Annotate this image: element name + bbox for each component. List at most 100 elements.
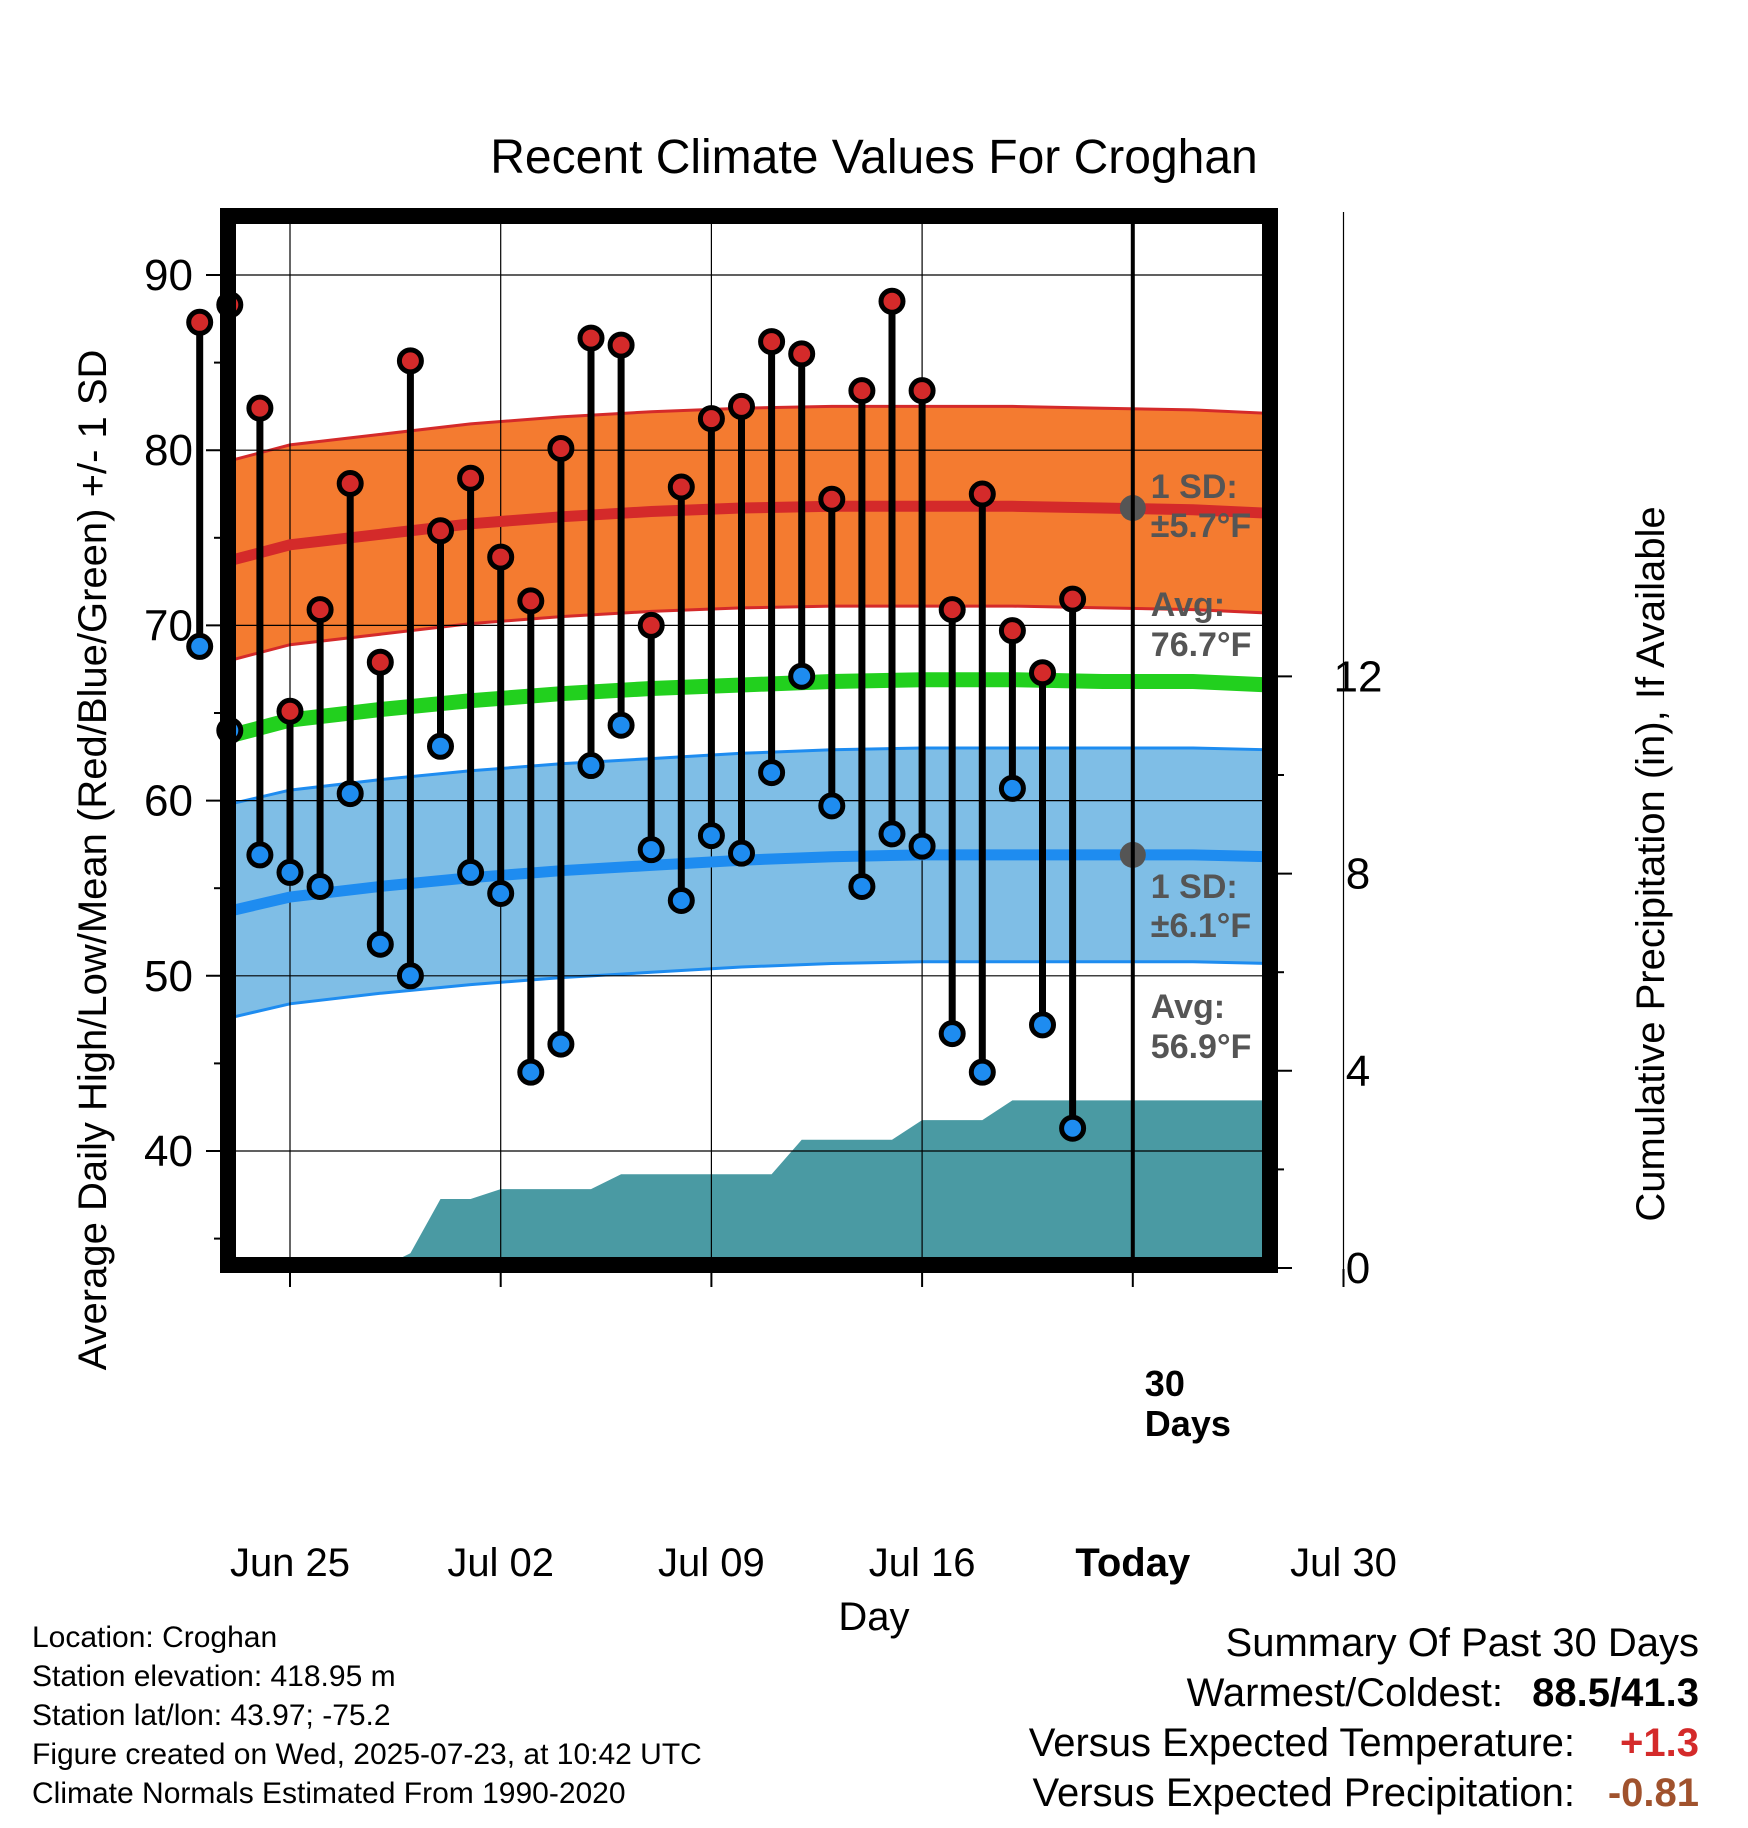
obs-low-point (637, 836, 665, 864)
obs-high-point (818, 485, 846, 513)
obs-high-point (396, 347, 424, 375)
high-sd-label: 1 SD: (1151, 468, 1238, 506)
x-axis-label: Day (838, 1595, 909, 1639)
obs-low-point (1059, 1114, 1087, 1142)
x-tick-label: Jun 25 (230, 1541, 350, 1585)
obs-high-point (908, 377, 936, 405)
normal-lines (228, 500, 1278, 917)
low-sd-band (230, 748, 1270, 1018)
precip-area (199, 1100, 1271, 1268)
obs-high-point (577, 324, 605, 352)
obs-high-point (547, 434, 575, 462)
precip-anomaly-value: -0.81 (1607, 1771, 1699, 1815)
elevation-text: Station elevation: 418.95 m (32, 1660, 396, 1693)
created-text: Figure created on Wed, 2025-07-23, at 10… (32, 1738, 702, 1771)
summary-panel: Summary Of Past 30 Days Warmest/Coldest:… (1029, 1618, 1699, 1818)
obs-low-point (246, 841, 274, 869)
obs-high-point (276, 697, 304, 725)
temp-anomaly-value: +1.3 (1620, 1721, 1699, 1765)
y-right-tick-label: 4 (1346, 1047, 1370, 1096)
obs-high-point (878, 287, 906, 315)
y-right-tick-label: 8 (1346, 850, 1370, 899)
obs-high-point (637, 611, 665, 639)
high-sd-band-lower-edge (229, 604, 1272, 662)
summary-temp: Versus Expected Temperature: +1.3 (1029, 1718, 1699, 1768)
low-sd-value: ±6.1°F (1151, 907, 1251, 945)
precip-anomaly-label: Versus Expected Precipitation: (1032, 1771, 1575, 1815)
obs-high-point (938, 596, 966, 624)
obs-high-point (697, 405, 725, 433)
normals-text: Climate Normals Estimated From 1990-2020 (32, 1777, 626, 1810)
today-window-label-2: Days (1145, 1403, 1231, 1444)
low-avg-label: Avg: (1151, 988, 1225, 1026)
obs-high-point (336, 469, 364, 497)
obs-high-point (1029, 659, 1056, 687)
obs-low-point (547, 1030, 575, 1058)
y-left-tick-label: 80 (144, 426, 193, 475)
chart-title: Recent Climate Values For Croghan (490, 131, 1258, 184)
obs-high-point (728, 392, 755, 420)
obs-low-point (878, 820, 906, 848)
y-left-axis-label: Average Daily High/Low/Mean (Red/Blue/Gr… (71, 350, 115, 1371)
y-left-tick-label: 90 (144, 251, 193, 300)
obs-low-point (697, 822, 725, 850)
obs-low-point (366, 930, 394, 958)
obs-high-point (1059, 585, 1087, 613)
summary-warm-cold: Warmest/Coldest: 88.5/41.3 (1029, 1668, 1699, 1718)
normal-low-line (228, 849, 1276, 917)
obs-low-point (938, 1020, 966, 1048)
obs-high-point (186, 308, 214, 336)
obs-high-point (758, 328, 786, 356)
location-text: Location: Croghan (32, 1621, 278, 1654)
obs-high-point (306, 596, 334, 624)
plot-frame (220, 208, 1278, 1273)
warm-cold-label: Warmest/Coldest: (1186, 1671, 1503, 1715)
obs-low-point (457, 858, 485, 886)
obs-high-point (517, 587, 545, 615)
summary-heading: Summary Of Past 30 Days (1225, 1621, 1699, 1665)
obs-low-point (998, 774, 1026, 802)
high-avg-value: 76.7°F (1151, 626, 1252, 664)
obs-high-point (607, 331, 635, 359)
obs-low-point (427, 732, 454, 760)
obs-low-point (1029, 1011, 1056, 1039)
x-tick-label: Jul 16 (869, 1541, 976, 1585)
obs-low-point (848, 872, 876, 900)
obs-low-point (758, 759, 786, 787)
x-tick-label: Jul 30 (1290, 1541, 1397, 1585)
obs-low-point (487, 879, 515, 907)
sd-bands (229, 404, 1272, 1020)
low-sd-band-lower-edge (229, 960, 1272, 1020)
obs-low-point (577, 752, 605, 780)
y-left-tick-label: 70 (144, 601, 193, 650)
station-info: Location: Croghan Station elevation: 418… (32, 1618, 702, 1813)
high-sd-band-upper-edge (229, 404, 1272, 463)
today-window-label-1: 30 (1145, 1363, 1185, 1404)
y-right-tick-label: 0 (1346, 1244, 1370, 1293)
low-sd-label: 1 SD: (1151, 868, 1238, 906)
latlon-text: Station lat/lon: 43.97; -75.2 (32, 1699, 391, 1732)
obs-low-point (818, 792, 846, 820)
y-left-tick-label: 60 (144, 777, 193, 826)
x-tick-label: Jul 09 (658, 1541, 765, 1585)
obs-high-point (848, 377, 876, 405)
observations (186, 287, 1087, 1142)
obs-low-point (306, 872, 334, 900)
obs-low-point (667, 886, 695, 914)
y-right-axis-label: Cumulative Precipitation (in), If Availa… (1629, 506, 1673, 1221)
grid-lines (224, 212, 1345, 1269)
obs-low-point (788, 662, 816, 690)
obs-low-point (728, 839, 755, 867)
x-tick-label: Jul 02 (447, 1541, 554, 1585)
obs-high-point (998, 617, 1026, 645)
obs-low-point (336, 780, 364, 808)
normal-high-line (228, 500, 1276, 566)
obs-low-point (968, 1058, 996, 1086)
high-avg-label: Avg: (1151, 586, 1225, 624)
obs-low-point (607, 711, 635, 739)
obs-low-point (908, 832, 936, 860)
obs-high-point (457, 464, 485, 492)
low-avg-value: 56.9°F (1151, 1028, 1252, 1066)
y-left-tick-label: 50 (144, 952, 193, 1001)
